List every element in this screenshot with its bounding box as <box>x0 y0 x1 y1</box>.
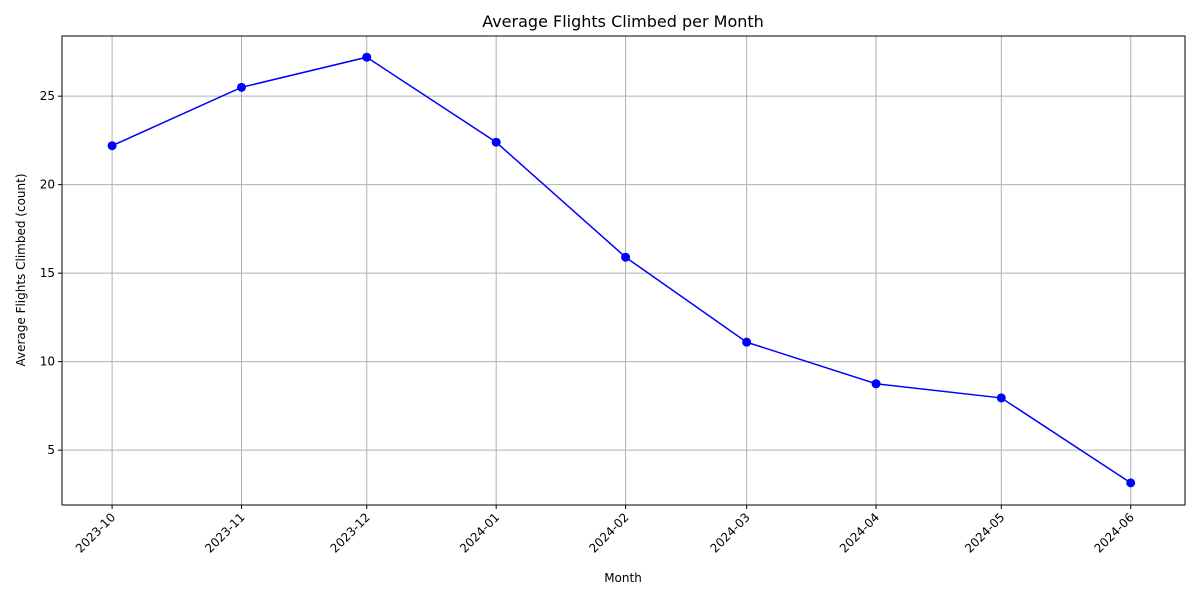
y-axis-label: Average Flights Climbed (count) <box>14 173 28 366</box>
data-point-marker <box>871 379 881 389</box>
data-point-marker <box>107 141 117 151</box>
data-point-marker <box>621 252 631 262</box>
chart-title: Average Flights Climbed per Month <box>482 12 764 31</box>
plot-area-frame <box>61 35 1186 506</box>
data-point-marker <box>742 337 752 347</box>
y-tick-label: 10 <box>40 355 55 369</box>
series <box>107 52 1136 488</box>
y-tick-label: 20 <box>40 178 55 192</box>
y-tick-label: 15 <box>40 266 55 280</box>
y-tick-label: 5 <box>47 443 55 457</box>
x-axis-label: Month <box>604 571 642 585</box>
data-point-marker <box>1126 478 1136 488</box>
data-point-marker <box>362 52 372 62</box>
grid <box>62 36 1185 505</box>
data-point-marker <box>491 137 501 147</box>
data-point-marker <box>237 82 247 92</box>
y-axis-ticks: 5 10 15 20 25 <box>40 89 62 457</box>
y-tick-label: 25 <box>40 89 55 103</box>
data-point-marker <box>996 393 1006 403</box>
